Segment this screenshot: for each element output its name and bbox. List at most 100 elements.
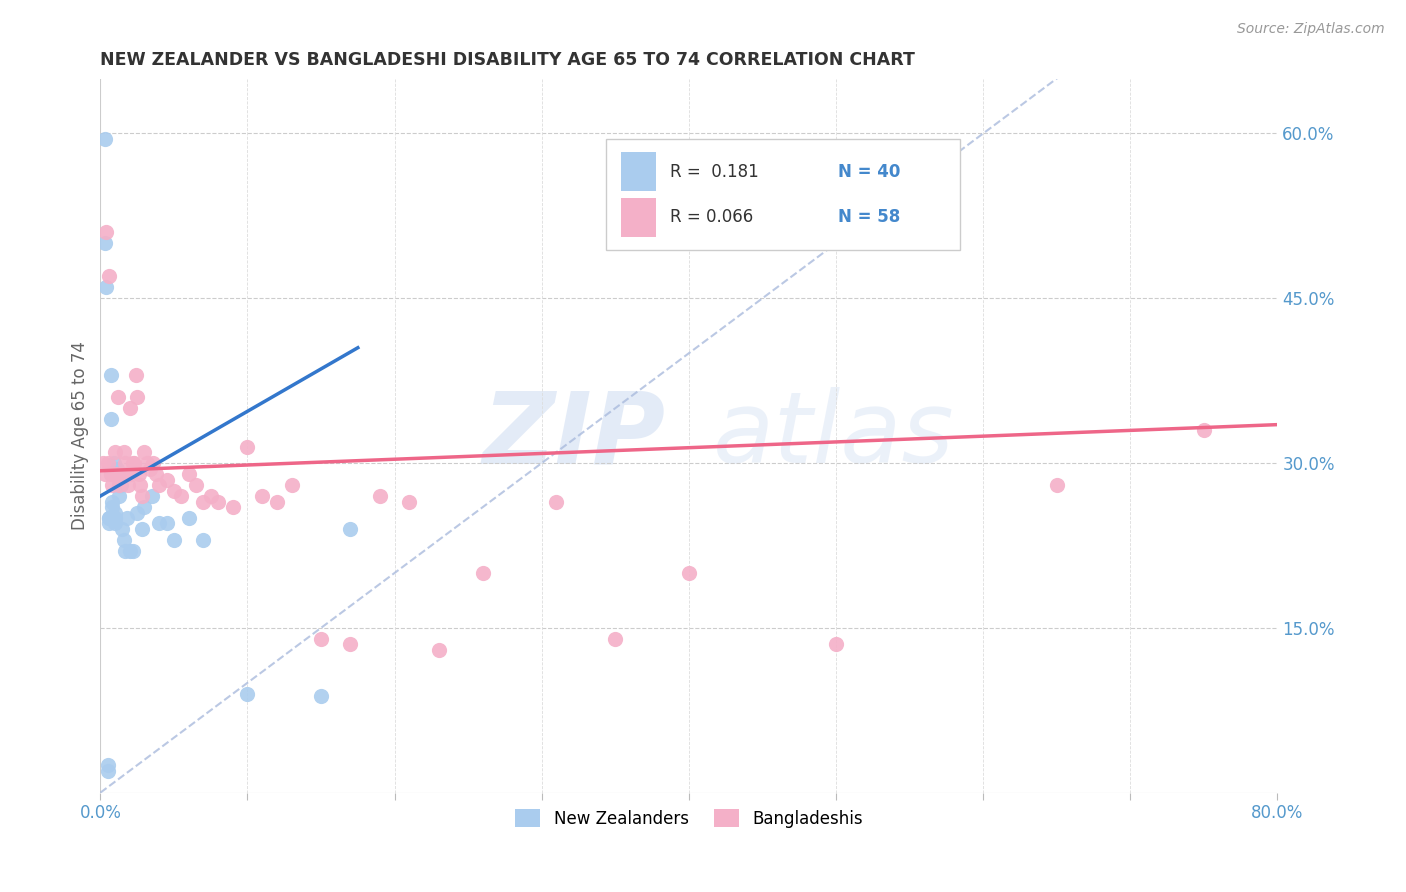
Point: [122, 456, 145, 470]
Point: [91, 456, 114, 470]
Point: [1192, 423, 1215, 437]
Point: [104, 445, 127, 459]
Point: [148, 516, 170, 531]
Point: [110, 478, 132, 492]
Point: [97, 758, 120, 772]
Point: [103, 456, 125, 470]
Point: [127, 390, 149, 404]
Point: [136, 456, 159, 470]
Text: NEW ZEALANDER VS BANGLADESHI DISABILITY AGE 65 TO 74 CORRELATION CHART: NEW ZEALANDER VS BANGLADESHI DISABILITY …: [100, 51, 915, 69]
Point: [97, 764, 120, 778]
Point: [266, 494, 288, 508]
Point: [114, 456, 136, 470]
Point: [163, 533, 186, 547]
Point: [108, 478, 131, 492]
Point: [222, 500, 245, 514]
Point: [94, 132, 117, 146]
Point: [471, 566, 494, 580]
Point: [177, 511, 200, 525]
Point: [200, 489, 222, 503]
Point: [825, 637, 848, 651]
Point: [107, 390, 129, 404]
Text: N = 40: N = 40: [838, 162, 901, 181]
Point: [94, 467, 117, 481]
Point: [1046, 478, 1069, 492]
Point: [163, 483, 186, 498]
Point: [339, 522, 361, 536]
Point: [107, 467, 129, 481]
Text: R = 0.066: R = 0.066: [671, 209, 754, 227]
Point: [98, 269, 121, 284]
Point: [184, 478, 207, 492]
Point: [309, 632, 332, 646]
Point: [104, 511, 127, 525]
Text: ZIP: ZIP: [482, 387, 665, 484]
Text: Source: ZipAtlas.com: Source: ZipAtlas.com: [1237, 22, 1385, 37]
Point: [103, 467, 125, 481]
Point: [339, 637, 361, 651]
Point: [101, 500, 124, 514]
Point: [605, 632, 627, 646]
Point: [98, 511, 121, 525]
Point: [678, 566, 700, 580]
Point: [111, 522, 134, 536]
Point: [280, 478, 302, 492]
Point: [131, 522, 153, 536]
Point: [104, 516, 127, 531]
Point: [96, 226, 118, 240]
Point: [134, 445, 156, 459]
Point: [309, 689, 332, 703]
Point: [108, 478, 131, 492]
Y-axis label: Disability Age 65 to 74: Disability Age 65 to 74: [72, 341, 89, 530]
Point: [129, 478, 152, 492]
Point: [250, 489, 273, 503]
Point: [139, 461, 162, 475]
Point: [100, 368, 122, 383]
Point: [100, 467, 122, 481]
Point: [105, 461, 128, 475]
Point: [148, 478, 170, 492]
Point: [98, 516, 121, 531]
Point: [100, 467, 122, 481]
Point: [114, 544, 136, 558]
Point: [112, 445, 135, 459]
Point: [105, 467, 128, 481]
Point: [131, 489, 153, 503]
Point: [142, 456, 165, 470]
Point: [121, 544, 143, 558]
Point: [117, 478, 139, 492]
Point: [101, 494, 124, 508]
Point: [96, 280, 118, 294]
Point: [112, 533, 135, 547]
Point: [115, 511, 138, 525]
Text: R =  0.181: R = 0.181: [671, 162, 759, 181]
Bar: [620, 198, 657, 237]
Point: [94, 236, 117, 251]
Point: [134, 500, 156, 514]
Point: [124, 368, 146, 383]
Point: [236, 440, 259, 454]
Bar: [606, 139, 960, 250]
Point: [193, 494, 215, 508]
Text: atlas: atlas: [713, 387, 955, 484]
Point: [115, 467, 138, 481]
Point: [100, 412, 122, 426]
Point: [155, 473, 177, 487]
Point: [118, 401, 141, 416]
Point: [108, 489, 131, 503]
Point: [368, 489, 391, 503]
Text: N = 58: N = 58: [838, 209, 901, 227]
Point: [121, 456, 143, 470]
Point: [98, 511, 121, 525]
Point: [110, 467, 132, 481]
Point: [118, 544, 141, 558]
Point: [177, 467, 200, 481]
Point: [155, 516, 177, 531]
Point: [127, 506, 149, 520]
Point: [97, 456, 120, 470]
Point: [398, 494, 420, 508]
Point: [145, 467, 167, 481]
Point: [104, 506, 127, 520]
Point: [170, 489, 193, 503]
Point: [193, 533, 215, 547]
